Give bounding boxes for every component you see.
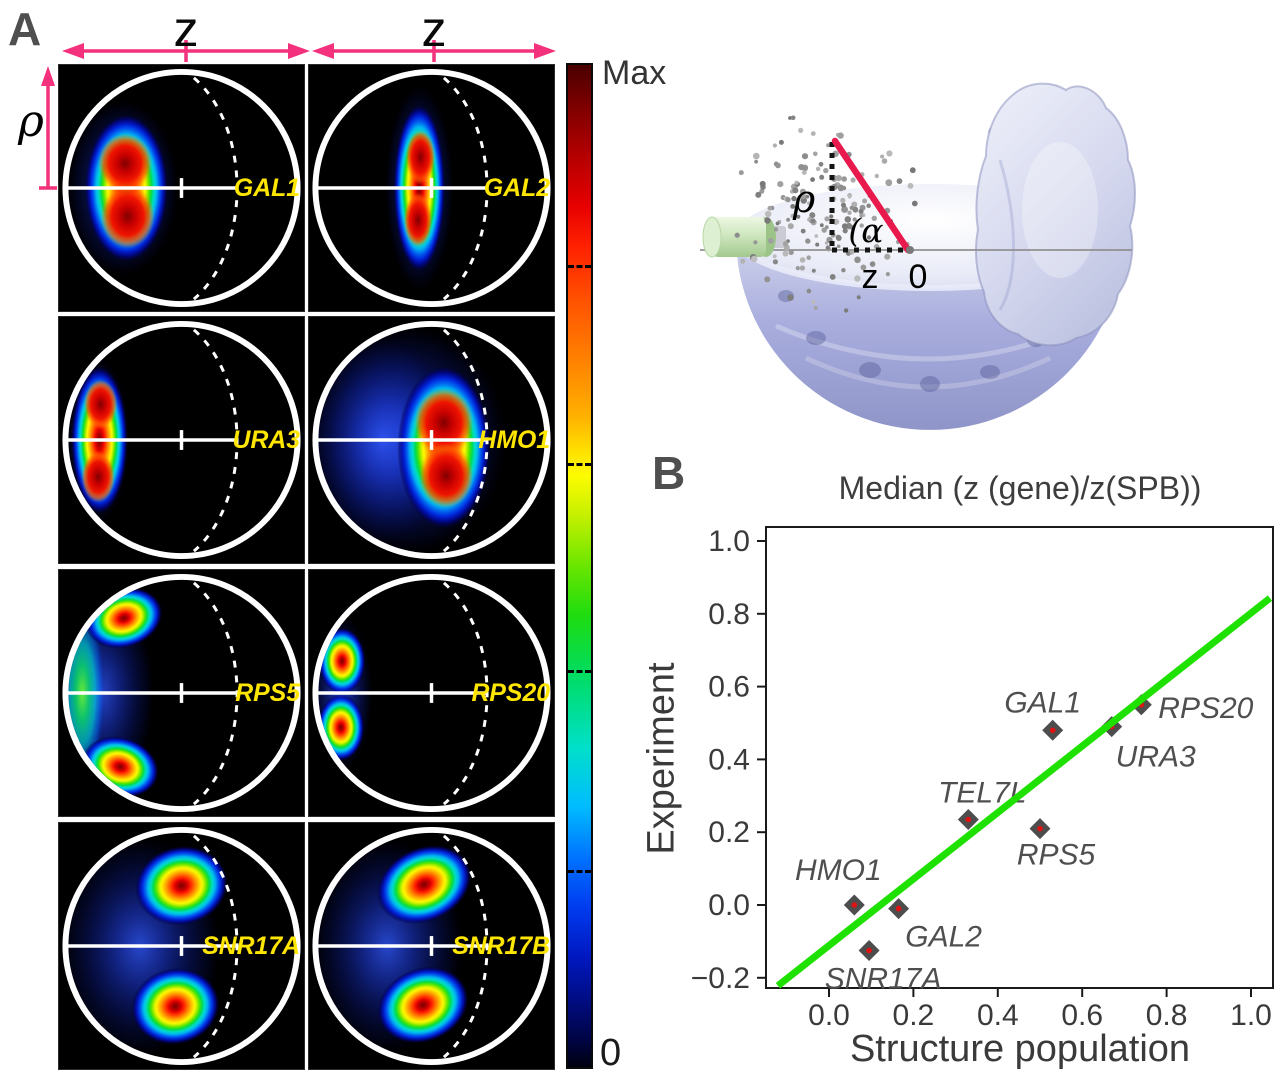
nucleolus-boundary-arc <box>192 328 239 553</box>
y-tick-label: 0.0 <box>708 889 750 922</box>
data-point-center-SNR17A <box>866 947 872 954</box>
colorbar-tick <box>568 670 591 674</box>
colorbar-tick <box>568 265 591 269</box>
nucleolus-fold <box>998 159 1015 311</box>
data-point-label-SNR17A: SNR17A <box>825 963 942 996</box>
nucleus-outline <box>62 573 301 813</box>
density-map-GAL1: GAL1 <box>58 64 305 312</box>
nucleus-outline <box>312 68 551 308</box>
colorbar <box>566 63 593 1069</box>
x-tick-label: 0.4 <box>977 999 1019 1032</box>
colorbar-max-label: Max <box>602 54 667 92</box>
y-tick-label: −0.2 <box>691 962 750 995</box>
nucleolus-boundary-arc <box>442 834 489 1059</box>
nucleus-outline <box>62 320 301 560</box>
y-tick-label: 0.4 <box>708 743 750 776</box>
z-axis-label-right: z <box>421 1 447 57</box>
nucleolus-boundary-arc <box>192 834 239 1059</box>
data-point-center-HMO1 <box>851 902 858 908</box>
nucleus-outline <box>312 826 551 1066</box>
data-point-center-GAL1 <box>1049 727 1056 734</box>
nucleolus-highlight <box>1022 142 1098 278</box>
x-tick-label: 0.2 <box>893 999 935 1032</box>
panel-b-label: B <box>652 447 686 499</box>
nucleolus <box>975 82 1136 347</box>
nucleus-outline <box>312 320 551 560</box>
data-point-center-RPS5 <box>1037 825 1043 832</box>
gene-label-RPS5: RPS5 <box>235 680 301 707</box>
data-point-center-TEL7L <box>965 816 972 823</box>
fit-line <box>775 595 1273 989</box>
gene-label-HMO1: HMO1 <box>478 427 550 454</box>
x-tick-label: 0.8 <box>1146 999 1188 1032</box>
density-map-URA3: URA3 <box>58 316 305 564</box>
data-point-center-GAL2 <box>895 905 902 912</box>
nucleus-outline <box>62 68 301 308</box>
nucleolus-boundary-arc <box>442 328 489 553</box>
y-tick-label: 1.0 <box>708 525 750 558</box>
nucleolus-boundary-arc <box>442 581 489 806</box>
density-map-GAL2: GAL2 <box>308 64 555 312</box>
y-tick-label: 0.8 <box>708 598 750 631</box>
schematic-rho-label: ρ <box>792 177 816 221</box>
nucleus-outline <box>312 573 551 813</box>
colorbar-tick <box>568 462 591 466</box>
origin-point <box>906 246 914 254</box>
gene-label-URA3: URA3 <box>233 427 301 454</box>
gene-label-RPS20: RPS20 <box>472 680 551 707</box>
gene-label-GAL2: GAL2 <box>484 175 550 202</box>
scatter-plot: 0.0 0.2 0.4 0.6 0.8 1.0 1.0 0.8 0.6 0.4 0.2 0.0 −0.2… <box>691 525 1274 1032</box>
gene-position-cloud <box>734 115 918 313</box>
x-tick-label: 1.0 <box>1230 999 1272 1032</box>
y-tick-label: 0.2 <box>708 816 750 849</box>
y-tick-label: 0.6 <box>708 671 750 704</box>
gene-label-SNR17A: SNR17A <box>202 933 300 960</box>
data-point-label-GAL2: GAL2 <box>905 921 982 954</box>
shell-ripple <box>804 355 1052 390</box>
data-point-label-HMO1: HMO1 <box>795 854 882 887</box>
data-point-label-RPS20: RPS20 <box>1158 692 1253 725</box>
density-map-RPS5: RPS5 <box>58 569 305 817</box>
z-axis-label-left: z <box>173 1 199 57</box>
density-map-SNR17B: SNR17B <box>308 822 555 1070</box>
gene-label-SNR17B: SNR17B <box>452 933 550 960</box>
density-map-SNR17A: SNR17A <box>58 822 305 1070</box>
rho-axis-label: ρ <box>18 96 44 147</box>
panel-a-label: A <box>8 3 42 55</box>
x-axis-title: Structure population <box>849 1028 1191 1070</box>
gene-label-GAL1: GAL1 <box>234 175 300 202</box>
density-map-HMO1: HMO1 <box>308 316 555 564</box>
rho-z-hypotenuse <box>831 137 912 254</box>
density-blobs <box>318 837 472 1055</box>
nucleus-schematic: ρ (α z 0 <box>700 82 1136 430</box>
colorbar-tick <box>568 869 591 873</box>
chart-title: Median (z (gene)/z(SPB)) <box>838 470 1202 506</box>
schematic-z-label: z <box>862 258 879 296</box>
x-tick-label: 0.0 <box>808 999 850 1032</box>
nucleolus-boundary-arc <box>442 76 489 301</box>
schematic-zero-label: 0 <box>909 258 928 296</box>
nucleus-outline <box>62 826 301 1066</box>
data-point-label-URA3: URA3 <box>1116 741 1196 774</box>
data-point-label-RPS5: RPS5 <box>1017 839 1096 872</box>
density-map-RPS20: RPS20 <box>308 569 555 817</box>
plot-box <box>765 526 1274 989</box>
colorbar-min-label: 0 <box>600 1032 622 1074</box>
schematic-alpha-label: (α <box>848 211 883 250</box>
data-point-label-GAL1: GAL1 <box>1004 686 1081 719</box>
nucleolus-boundary-arc <box>192 581 239 806</box>
x-tick-label: 0.6 <box>1061 999 1103 1032</box>
nucleolus-boundary-arc <box>192 76 239 301</box>
y-axis-title: Experiment <box>640 662 683 855</box>
